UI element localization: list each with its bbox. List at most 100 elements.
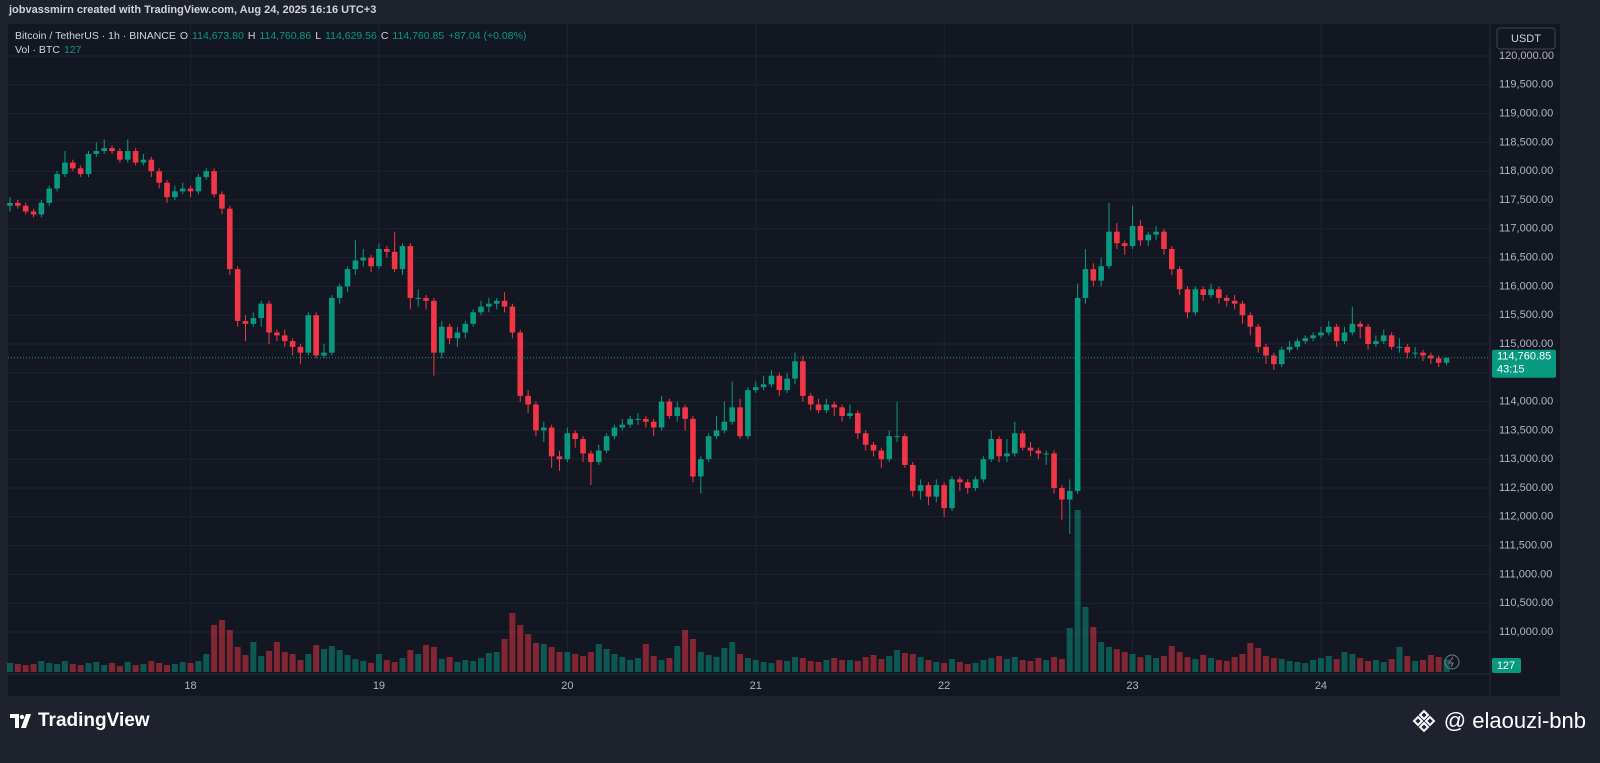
- candle-body: [855, 413, 861, 434]
- volume-bar: [148, 661, 155, 672]
- y-tick-label: 117,500.00: [1499, 194, 1553, 206]
- candle-body: [172, 191, 178, 198]
- candle-body: [776, 375, 783, 391]
- volume-bar: [1317, 658, 1324, 672]
- volume-bar: [266, 651, 273, 672]
- volume-bar: [807, 661, 814, 672]
- candle-body: [1074, 297, 1081, 491]
- volume-bar: [823, 660, 830, 672]
- candle-body: [807, 395, 814, 405]
- watermark: @ elaouzi-bnb: [1412, 708, 1586, 734]
- volume-bar: [485, 653, 492, 672]
- volume-bar: [846, 660, 853, 672]
- volume-bar: [321, 649, 327, 672]
- candle-body: [305, 315, 312, 353]
- candle-body: [46, 188, 53, 203]
- volume-bar: [1208, 658, 1215, 672]
- candle-body: [109, 148, 115, 152]
- volume-bar: [650, 656, 657, 672]
- volume-bar: [1176, 652, 1183, 672]
- candle-body: [666, 401, 673, 417]
- candle-body: [38, 202, 45, 215]
- candle-body: [431, 300, 437, 353]
- candle-body: [462, 323, 469, 333]
- volume-bar: [109, 663, 116, 672]
- volume-bar: [1286, 661, 1293, 672]
- volume-bar: [1113, 649, 1120, 672]
- candle-body: [423, 297, 429, 301]
- volume-bar: [540, 644, 547, 672]
- y-tick-label: 112,500.00: [1499, 482, 1553, 494]
- volume-bar: [799, 658, 806, 672]
- volume-bar: [682, 630, 689, 672]
- candle-body: [384, 248, 390, 252]
- currency-button[interactable]: [1496, 27, 1556, 50]
- volume-bar: [470, 661, 477, 672]
- y-tick-label: 120,000.00: [1499, 50, 1554, 62]
- candle-body: [1255, 326, 1261, 347]
- volume-bar: [61, 661, 68, 672]
- candle-body: [690, 418, 696, 477]
- candle-body: [564, 433, 571, 460]
- volume-bar: [226, 630, 233, 672]
- volume-bar: [1121, 652, 1128, 672]
- candle-body: [85, 153, 92, 175]
- candle-body: [1106, 231, 1112, 267]
- volume-bar: [7, 663, 13, 672]
- volume-bar: [980, 660, 987, 672]
- candle-body: [1169, 248, 1175, 270]
- replay-icon[interactable]: [1444, 654, 1460, 670]
- volume-bars: [7, 510, 1450, 672]
- candle-body: [1129, 225, 1136, 247]
- candle-body: [156, 171, 162, 183]
- volume-bar: [517, 625, 524, 672]
- volume-bar: [313, 645, 320, 672]
- volume-bar: [839, 660, 846, 672]
- candle-body: [902, 436, 908, 465]
- candle-body: [1380, 335, 1387, 342]
- volume-bar: [171, 664, 178, 672]
- candle-body: [93, 151, 100, 154]
- volume-bar: [792, 657, 798, 672]
- watermark-icon: [1412, 709, 1436, 733]
- candle-body: [470, 312, 476, 324]
- volume-bar: [328, 646, 335, 672]
- candle-body: [250, 318, 257, 324]
- volume-bar: [1192, 659, 1199, 672]
- candle-body: [15, 202, 21, 206]
- volume-bar: [862, 657, 869, 672]
- volume-bar: [1412, 661, 1419, 672]
- candle-body: [360, 257, 367, 261]
- y-tick-label: 113,000.00: [1499, 453, 1553, 465]
- volume-bar: [532, 643, 539, 672]
- volume-bar: [784, 661, 791, 672]
- volume-bar: [211, 625, 218, 672]
- y-tick-label: 116,500.00: [1499, 252, 1553, 264]
- candle-body: [698, 459, 704, 477]
- volume-bar: [525, 634, 532, 672]
- candle-body: [164, 182, 170, 198]
- volume-bar: [14, 664, 21, 672]
- currency: USDT: [1511, 33, 1541, 45]
- candle-body: [1066, 490, 1073, 500]
- chart-pane: [8, 24, 1560, 696]
- volume-bar: [156, 663, 163, 672]
- candle-body: [1004, 453, 1010, 457]
- candle-body: [721, 421, 728, 431]
- volume-label: Vol · BTC: [15, 44, 60, 56]
- y-tick-label: 115,500.00: [1499, 309, 1553, 321]
- volume-bar: [69, 664, 76, 672]
- candle-body: [933, 485, 940, 497]
- volume-bar: [1239, 654, 1246, 672]
- candle-body: [572, 433, 578, 440]
- volume-bar: [1003, 659, 1010, 672]
- candle-body: [1326, 326, 1332, 333]
- volume-bar: [1255, 648, 1262, 672]
- volume-bar: [258, 656, 265, 672]
- volume-bar: [250, 642, 257, 672]
- candle-body: [1223, 297, 1230, 301]
- volume-bar: [917, 657, 924, 672]
- volume-bar: [85, 663, 92, 672]
- volume-tag: [1492, 658, 1521, 673]
- candle-body: [1153, 231, 1159, 235]
